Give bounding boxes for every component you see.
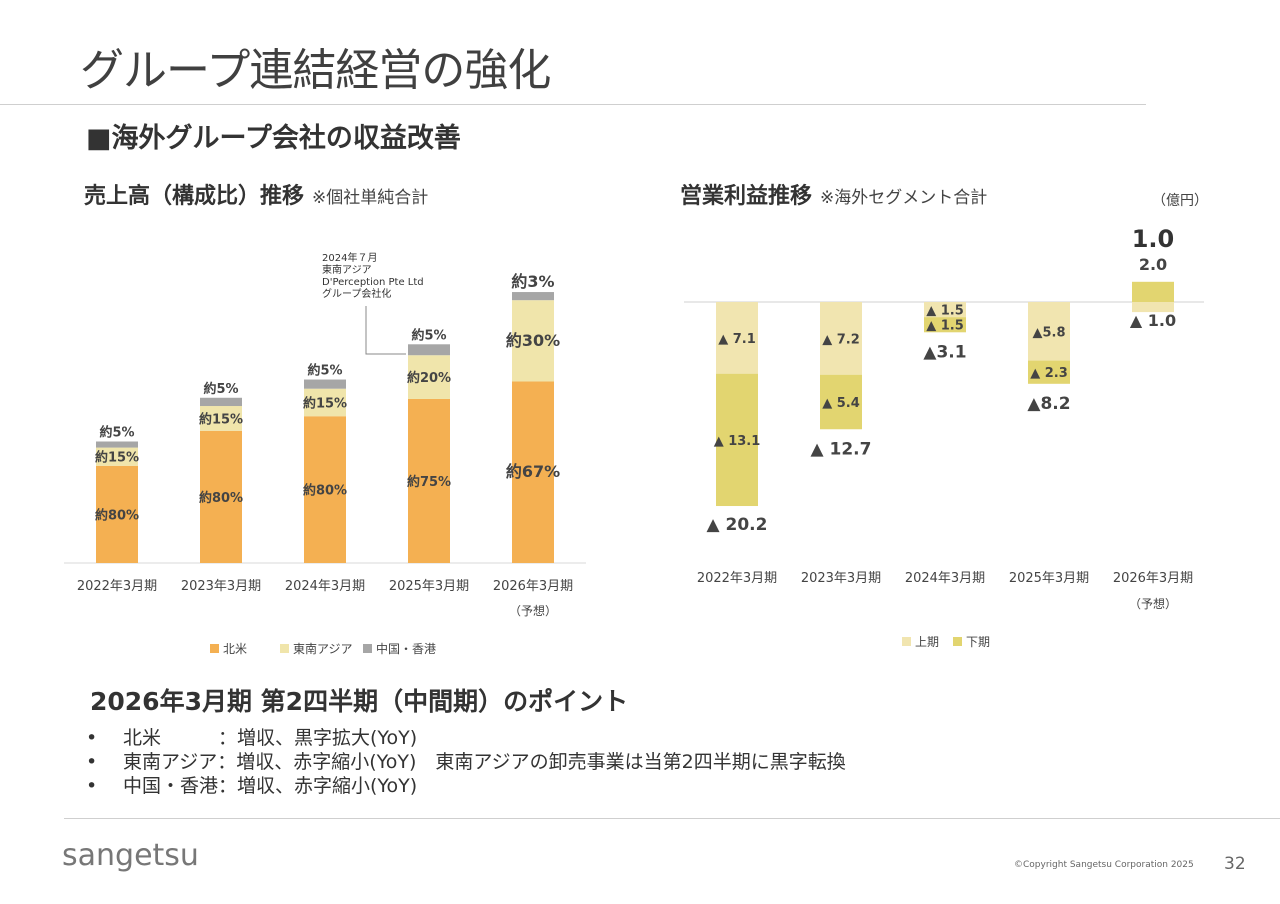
bar-southeast-asia <box>200 406 242 431</box>
legend-swatch <box>363 644 372 653</box>
data-label: 約75% <box>407 474 451 490</box>
page-title: グループ連結経営の強化 <box>80 45 551 96</box>
data-label: 約80% <box>95 507 139 523</box>
copyright-text: ©Copyright Sangetsu Corporation 2025 <box>1014 860 1194 870</box>
x-tick-label: 2025年3月期 <box>389 579 469 594</box>
annotation-text: D'Perception Pte Ltd <box>322 277 424 288</box>
op-chart-title: 営業利益推移 ※海外セグメント合計 <box>680 178 987 210</box>
legend-label: 東南アジア <box>293 641 353 656</box>
list-item: • 北米 ：増収、黒字拡大(YoY) <box>86 726 846 750</box>
company-logo: sangetsu <box>62 838 199 873</box>
bar-north-america <box>304 416 346 563</box>
data-label: 約80% <box>303 483 347 499</box>
legend-label: 北米 <box>223 642 247 656</box>
sales-chart-title: 売上高（構成比）推移 ※個社単純合計 <box>84 178 428 210</box>
point-text: 東南アジア：増収、赤字縮小(YoY) 東南アジアの卸売事業は当第2四半期に黒字転… <box>123 751 846 773</box>
data-label: 約20% <box>407 370 451 386</box>
bar-southeast-asia <box>512 300 554 382</box>
bar-north-america <box>200 430 242 563</box>
bullet-marker: • <box>86 775 98 797</box>
footer-divider <box>64 818 1280 819</box>
page-number: 32 <box>1224 854 1246 874</box>
x-tick-label: 2022年3月期 <box>77 579 157 594</box>
op-chart-title-text: 営業利益推移 <box>680 184 813 209</box>
annotation-text: 東南アジア <box>322 263 372 276</box>
bar-china-hk <box>304 379 346 389</box>
op-chart-note: ※海外セグメント合計 <box>820 188 988 208</box>
legend-swatch <box>210 644 219 653</box>
bar-southeast-asia <box>408 355 450 399</box>
bar-china-hk <box>200 397 242 407</box>
points-heading: 2026年3月期 第2四半期（中間期）のポイント <box>90 687 629 716</box>
sales-chart-note: ※個社単純合計 <box>312 188 429 208</box>
legend-swatch <box>280 644 289 653</box>
bar-china-hk <box>96 441 138 448</box>
bar-north-america <box>408 398 450 563</box>
data-label: 約5% <box>307 363 342 379</box>
annotation-text: グループ会社化 <box>322 287 391 300</box>
op-chart-unit: （億円） <box>1152 193 1208 209</box>
data-label: 約80% <box>199 490 243 506</box>
data-label: 約5% <box>99 425 134 441</box>
legend-label: 中国・香港 <box>376 641 436 656</box>
sales-chart-title-text: 売上高（構成比）推移 <box>84 184 305 209</box>
bar-north-america <box>512 381 554 563</box>
bar-southeast-asia <box>96 447 138 466</box>
data-label: 約15% <box>199 411 243 427</box>
list-item: • 中国・香港：増収、赤字縮小(YoY) <box>86 774 846 798</box>
bullet-marker: • <box>86 727 98 749</box>
section-heading: ■海外グループ会社の収益改善 <box>86 123 461 154</box>
x-tick-label: 2024年3月期 <box>285 579 365 594</box>
data-label: 約15% <box>95 450 139 466</box>
bar-southeast-asia <box>304 388 346 417</box>
annotation-text: 2024年７月 <box>322 251 377 264</box>
point-text: 北米 ：増収、黒字拡大(YoY) <box>123 727 418 749</box>
data-label: 約15% <box>303 395 347 411</box>
data-label: 約30% <box>506 331 560 350</box>
x-tick-label: 2026年3月期 <box>493 579 573 594</box>
bar-china-hk <box>408 344 450 356</box>
annotation-leader-line <box>365 306 406 355</box>
data-label: 約3% <box>511 272 554 291</box>
bullet-marker: • <box>86 751 98 773</box>
list-item: • 東南アジア：増収、赤字縮小(YoY) 東南アジアの卸売事業は当第2四半期に黒字… <box>86 750 846 774</box>
data-label: 約67% <box>506 462 560 481</box>
data-label: 約5% <box>411 327 446 343</box>
x-tick-label: 2023年3月期 <box>181 579 261 594</box>
x-tick-sublabel: （予想） <box>509 603 557 618</box>
point-text: 中国・香港：増収、赤字縮小(YoY) <box>123 775 418 797</box>
title-divider <box>0 104 1146 105</box>
points-list: • 北米 ：増収、黒字拡大(YoY) • 東南アジア：増収、赤字縮小(YoY) 東南… <box>86 726 846 798</box>
data-label: 約5% <box>203 381 238 397</box>
bar-north-america <box>96 465 138 563</box>
bar-china-hk <box>512 292 554 301</box>
